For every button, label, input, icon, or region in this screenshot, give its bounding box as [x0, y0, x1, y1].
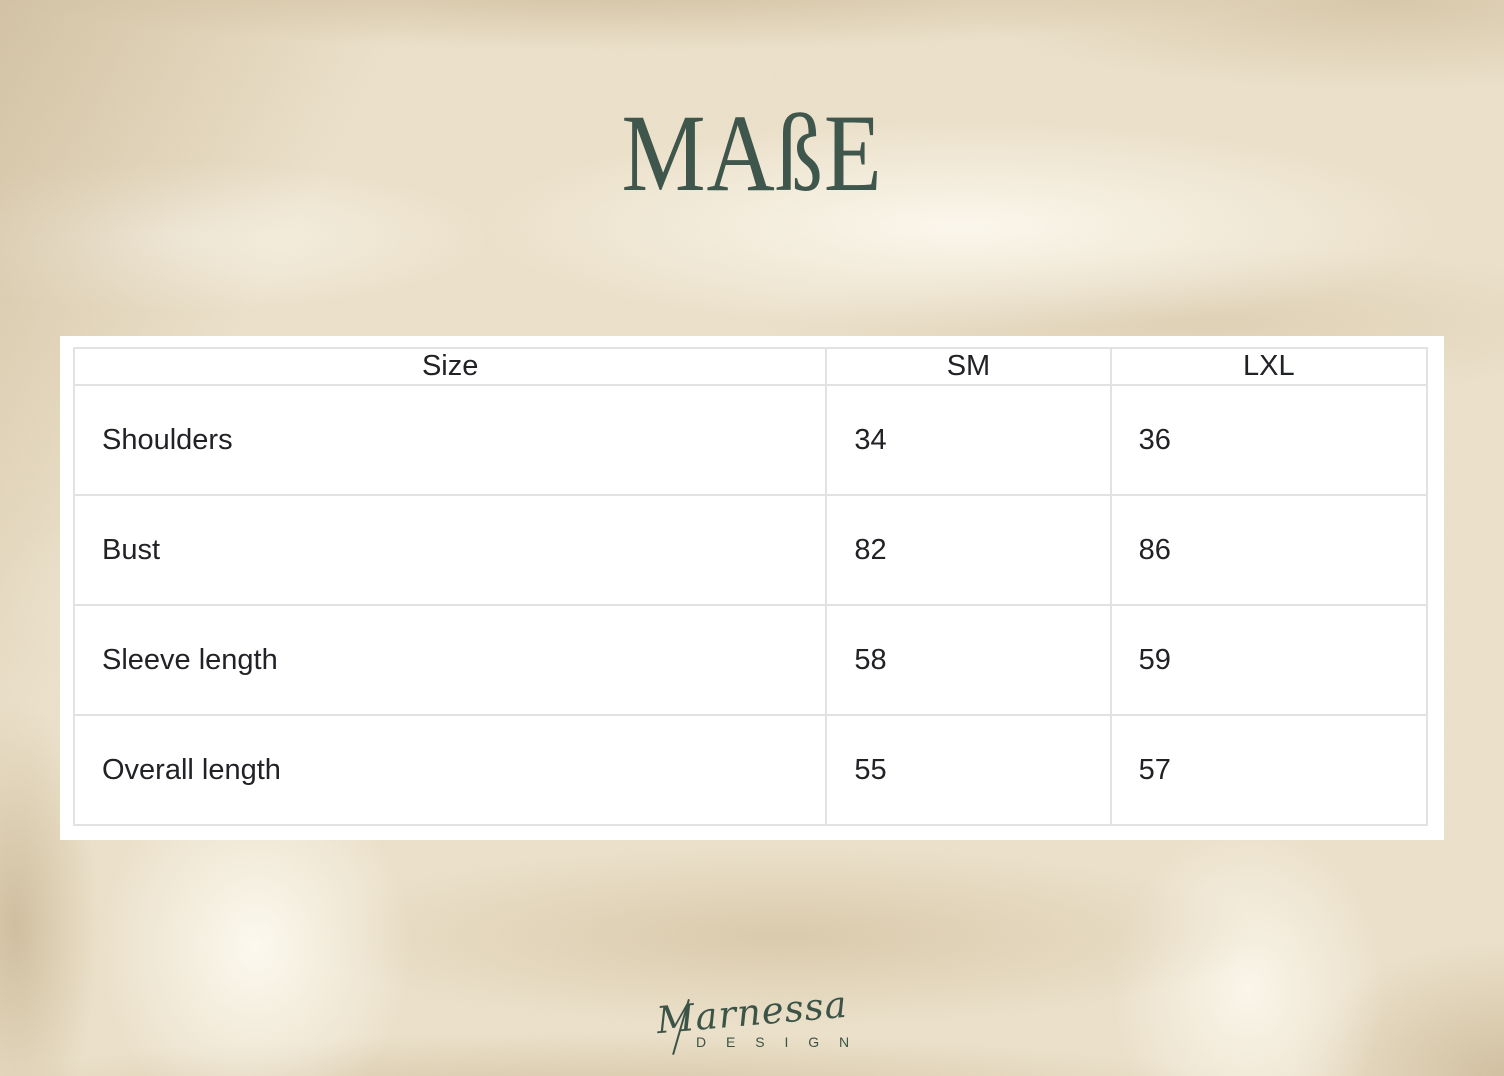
table-row-bust: Bust 82 86: [72, 494, 1429, 606]
page-title: MAßE: [621, 92, 883, 214]
brand-logo: Marnessa D E S I G N: [632, 983, 872, 1074]
row-sm-value: 55: [825, 714, 1112, 826]
row-lxl-value: 36: [1109, 384, 1429, 496]
table-row-sleeve-length: Sleeve length 58 59: [72, 604, 1429, 716]
row-sm-value: 82: [825, 494, 1112, 606]
header-size: Size: [72, 347, 828, 386]
header-sm: SM: [825, 347, 1112, 386]
row-label: Shoulders: [72, 384, 828, 496]
row-lxl-value: 86: [1109, 494, 1429, 606]
table-header-row: Size SM LXL: [72, 347, 1429, 386]
table-row-shoulders: Shoulders 34 36: [72, 384, 1429, 496]
size-table: Size SM LXL Shoulders 34 36 Bust 82 86 S…: [72, 347, 1429, 826]
row-sm-value: 34: [825, 384, 1112, 496]
row-label: Overall length: [72, 714, 828, 826]
row-lxl-value: 59: [1109, 604, 1429, 716]
brand-sub-label: D E S I G N: [696, 1034, 858, 1050]
size-chart-panel: Size SM LXL Shoulders 34 36 Bust 82 86 S…: [60, 336, 1444, 840]
row-sm-value: 58: [825, 604, 1112, 716]
header-lxl: LXL: [1109, 347, 1429, 386]
table-row-overall-length: Overall length 55 57: [72, 714, 1429, 826]
row-label: Sleeve length: [72, 604, 828, 716]
row-label: Bust: [72, 494, 828, 606]
row-lxl-value: 57: [1109, 714, 1429, 826]
